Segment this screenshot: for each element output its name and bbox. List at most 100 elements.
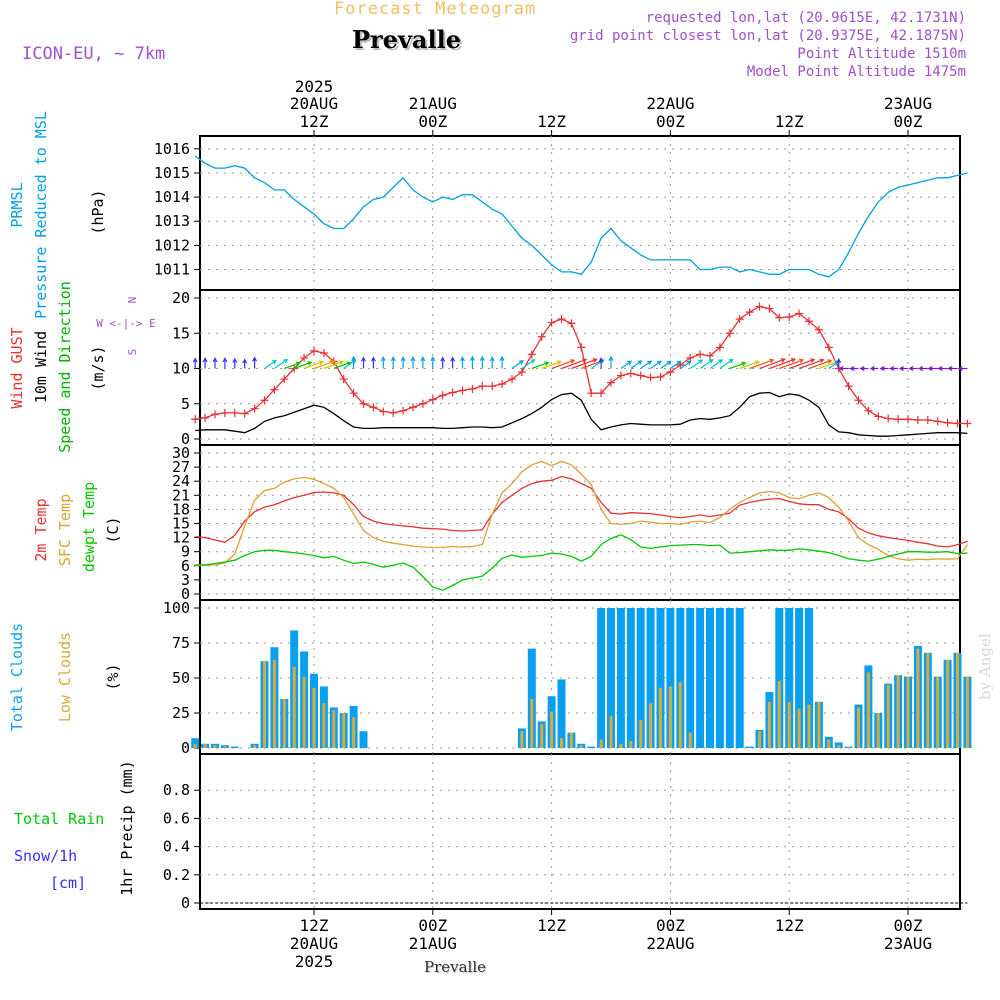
- low-cloud-bar: [866, 672, 870, 748]
- gust-point: [913, 415, 922, 424]
- snow-units-legend: [cm]: [50, 874, 86, 892]
- low-cloud-bar: [797, 708, 801, 748]
- total-cloud-bar: [191, 738, 200, 748]
- low-cloud-bar: [579, 745, 583, 748]
- total-clouds-label: Total Clouds: [8, 623, 26, 731]
- low-cloud-bar: [352, 717, 356, 748]
- gust-point: [597, 389, 606, 398]
- direction-arrow-head: [728, 358, 734, 364]
- gust-point: [517, 368, 526, 377]
- bottom-date-label: 20AUG: [290, 934, 338, 953]
- direction-arrow: [333, 361, 351, 370]
- temp2m-line: [195, 475, 968, 548]
- gust-point: [478, 382, 487, 391]
- direction-arrow-head: [790, 358, 797, 363]
- gust-point: [280, 375, 289, 384]
- direction-arrow-head: [361, 356, 366, 362]
- pressure-ytick-label: 1016: [154, 140, 190, 158]
- top-date-label: 21AUG: [409, 94, 457, 113]
- pressure-frame: [199, 135, 961, 291]
- direction-arrow-head: [307, 361, 313, 366]
- direction-arrow-head: [827, 359, 833, 364]
- precip-frame: [199, 753, 961, 910]
- low-cloud-bar: [193, 743, 197, 748]
- direction-arrow-head: [582, 358, 588, 363]
- pressure-label-short: PRMSL: [8, 182, 26, 227]
- direction-arrow: [779, 359, 804, 370]
- direction-arrow-head: [754, 360, 761, 365]
- temperature-ytick-label: 15: [172, 515, 190, 533]
- low-cloud-bar: [827, 739, 831, 748]
- direction-arrow: [511, 360, 524, 369]
- direction-arrow-head: [479, 355, 485, 361]
- direction-arrow-head: [530, 359, 536, 364]
- total-cloud-bar: [636, 608, 645, 748]
- direction-arrow-head: [339, 360, 345, 365]
- direction-arrow-head: [489, 356, 495, 362]
- direction-arrow: [818, 360, 839, 370]
- direction-arrow-head: [420, 356, 426, 362]
- direction-arrow-head: [232, 357, 238, 363]
- low-cloud-bar: [896, 675, 900, 748]
- gust-point: [389, 408, 398, 417]
- total-cloud-bar: [666, 608, 675, 748]
- direction-arrow: [660, 360, 672, 369]
- direction-arrow-head: [627, 360, 633, 366]
- gust-point: [686, 353, 695, 362]
- gust-point: [805, 317, 813, 326]
- temperature-ytick-label: 0: [181, 585, 190, 603]
- direction-arrow-head: [351, 355, 357, 361]
- direction-arrow: [798, 359, 824, 370]
- direction-arrow-head: [917, 366, 924, 371]
- direction-arrow-head: [838, 366, 844, 371]
- gust-point: [953, 419, 962, 428]
- low-cloud-bar: [540, 724, 544, 748]
- gust-point: [943, 418, 952, 427]
- dewpt-label: dewpt Temp: [80, 482, 98, 572]
- gust-point: [399, 406, 408, 415]
- wind-ytick-label: 15: [172, 324, 190, 342]
- low-cloud-bar: [678, 682, 682, 748]
- total-cloud-bar: [805, 608, 813, 748]
- precip-ytick-label: 0.2: [163, 866, 190, 884]
- low-cloud-bar: [639, 720, 643, 748]
- gust-point: [409, 403, 417, 412]
- gust-point: [616, 371, 625, 380]
- gust-point: [191, 415, 200, 424]
- low-cloud-bar: [946, 659, 950, 748]
- direction-arrow: [719, 359, 734, 369]
- direction-arrow-head: [957, 366, 963, 371]
- total-cloud-bar: [656, 608, 665, 748]
- gust-point: [319, 348, 328, 357]
- top-date-label: 22AUG: [646, 94, 694, 113]
- total-cloud-bar: [706, 608, 714, 748]
- low-cloud-bar: [520, 731, 524, 748]
- gust-point: [656, 372, 665, 381]
- gust-point: [211, 410, 219, 419]
- gust-point: [587, 389, 596, 398]
- clouds-units: (%): [104, 663, 122, 690]
- total-cloud-bar: [696, 608, 705, 748]
- requested-coords: requested lon,lat (20.9615E, 42.1731N): [645, 10, 966, 26]
- pressure-ytick-label: 1013: [154, 212, 190, 230]
- direction-arrow-head: [295, 361, 302, 367]
- direction-arrow: [630, 360, 642, 369]
- low-cloud-bar: [272, 659, 276, 748]
- direction-arrow-head: [608, 355, 614, 361]
- wind-ytick-label: 0: [181, 430, 190, 448]
- direction-arrow-head: [898, 366, 904, 371]
- direction-arrow: [551, 359, 575, 370]
- pressure-ytick-label: 1015: [154, 164, 190, 182]
- direction-arrow: [620, 360, 632, 369]
- direction-arrow-head: [810, 358, 816, 363]
- gust-point: [310, 346, 318, 355]
- pressure-line: [194, 155, 968, 278]
- low-cloud-bar: [688, 732, 692, 748]
- direction-arrow: [313, 360, 335, 370]
- gust-point: [468, 384, 477, 393]
- low-cloud-bar: [530, 699, 534, 748]
- temperature-ytick-label: 9: [181, 543, 190, 561]
- bottom-hour-label: 00Z: [656, 916, 685, 935]
- direction-arrow-head: [780, 358, 786, 363]
